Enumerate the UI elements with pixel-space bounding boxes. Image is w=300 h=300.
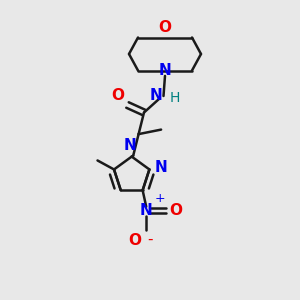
Text: -: - (148, 231, 153, 246)
Text: O: O (112, 88, 124, 104)
Text: N: N (149, 88, 162, 104)
Text: O: O (158, 20, 172, 35)
Text: H: H (170, 91, 181, 104)
Text: O: O (129, 233, 142, 248)
Text: N: N (155, 160, 167, 175)
Text: +: + (154, 192, 165, 205)
Text: N: N (124, 138, 136, 153)
Text: N: N (140, 203, 153, 218)
Text: O: O (169, 203, 182, 218)
Text: N: N (159, 63, 171, 78)
